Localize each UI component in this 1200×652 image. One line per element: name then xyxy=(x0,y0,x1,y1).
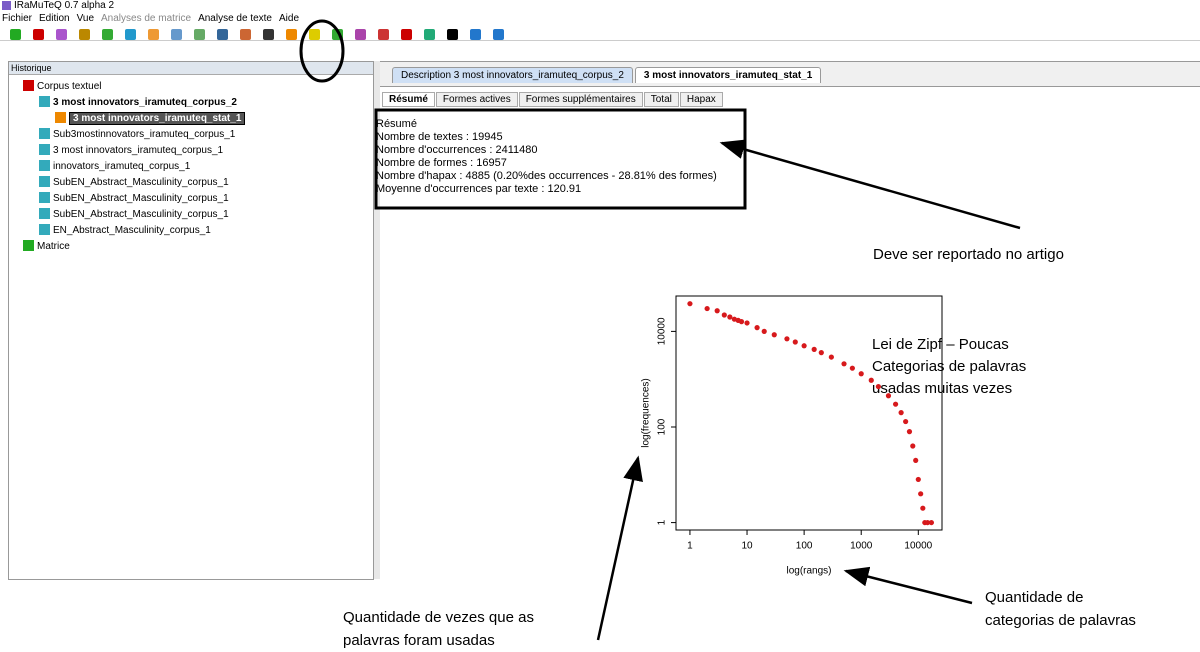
x-tick-label: 100 xyxy=(796,541,813,552)
highlight-box xyxy=(376,110,745,208)
annotation: palavras foram usadas xyxy=(343,632,495,649)
annotation: categorias de palavras xyxy=(985,612,1136,629)
point xyxy=(715,308,720,313)
point xyxy=(918,491,923,496)
point xyxy=(739,319,744,324)
annotation: Lei de Zipf – Poucas xyxy=(872,336,1009,353)
point xyxy=(802,343,807,348)
point xyxy=(916,477,921,482)
point xyxy=(705,306,710,311)
point xyxy=(722,312,727,317)
x-tick-label: 10000 xyxy=(904,541,932,552)
point xyxy=(772,332,777,337)
y-tick-label: 1 xyxy=(657,519,668,525)
point xyxy=(850,366,855,371)
point xyxy=(841,361,846,366)
overlay: Deve ser reportado no artigo Lei de Zipf… xyxy=(0,0,1200,652)
point xyxy=(920,506,925,511)
y-tick-label: 10000 xyxy=(657,317,668,345)
y-tick-label: 100 xyxy=(657,418,668,435)
point xyxy=(886,393,891,398)
point xyxy=(793,339,798,344)
point xyxy=(869,378,874,383)
point xyxy=(727,314,732,319)
point xyxy=(899,410,904,415)
x-tick-label: 10 xyxy=(741,541,753,552)
x-tick-label: 1000 xyxy=(850,541,873,552)
point xyxy=(893,402,898,407)
annotation: Deve ser reportado no artigo xyxy=(873,246,1064,263)
point xyxy=(762,329,767,334)
annotation: Quantidade de vezes que as xyxy=(343,609,534,626)
point xyxy=(859,371,864,376)
point xyxy=(907,429,912,434)
point xyxy=(784,336,789,341)
point xyxy=(910,443,915,448)
point xyxy=(754,325,759,330)
annotation: Quantidade de xyxy=(985,589,1083,606)
point xyxy=(812,347,817,352)
page: IRaMuTeQ 0.7 alpha 2 FichierEditionVueAn… xyxy=(0,0,1200,652)
point xyxy=(876,384,881,389)
point xyxy=(819,350,824,355)
point xyxy=(744,320,749,325)
point xyxy=(903,419,908,424)
point xyxy=(913,458,918,463)
annotation: Categorias de palavras xyxy=(872,358,1026,375)
x-axis-label: log(rangs) xyxy=(786,566,831,577)
point xyxy=(687,301,692,306)
point xyxy=(929,520,934,525)
x-tick-label: 1 xyxy=(687,541,693,552)
arrow xyxy=(722,143,1020,228)
y-axis-label: log(frequences) xyxy=(641,378,652,447)
point xyxy=(829,354,834,359)
highlight-circle xyxy=(301,21,343,81)
